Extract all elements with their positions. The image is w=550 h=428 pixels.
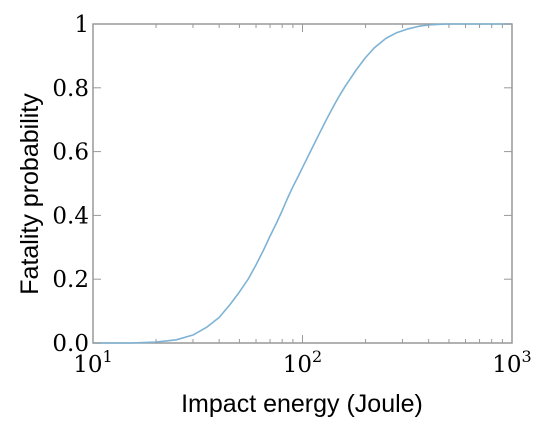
plot-area (92, 23, 513, 344)
fatality-curve (93, 23, 512, 344)
x-tick-label: 103 (492, 347, 531, 378)
y-tick-label: 0.0 (52, 331, 89, 357)
y-tick-label: 0.2 (52, 267, 89, 293)
x-tick-label: 102 (283, 347, 322, 378)
y-tick-label: 0.4 (52, 203, 89, 229)
y-axis-title: Fatality probability (16, 93, 44, 295)
y-tick-label: 1 (74, 12, 89, 38)
plot-frame (92, 23, 513, 344)
y-tick-label: 0.8 (52, 76, 89, 102)
x-axis-title: Impact energy (Joule) (181, 390, 423, 418)
y-axis-ticks: 0.0 0.2 0.4 0.6 0.8 1 (52, 12, 512, 357)
x-tick-label: 101 (73, 347, 112, 378)
x-axis-ticks: 101 102 103 (73, 24, 532, 378)
y-tick-label: 0.6 (52, 140, 89, 166)
